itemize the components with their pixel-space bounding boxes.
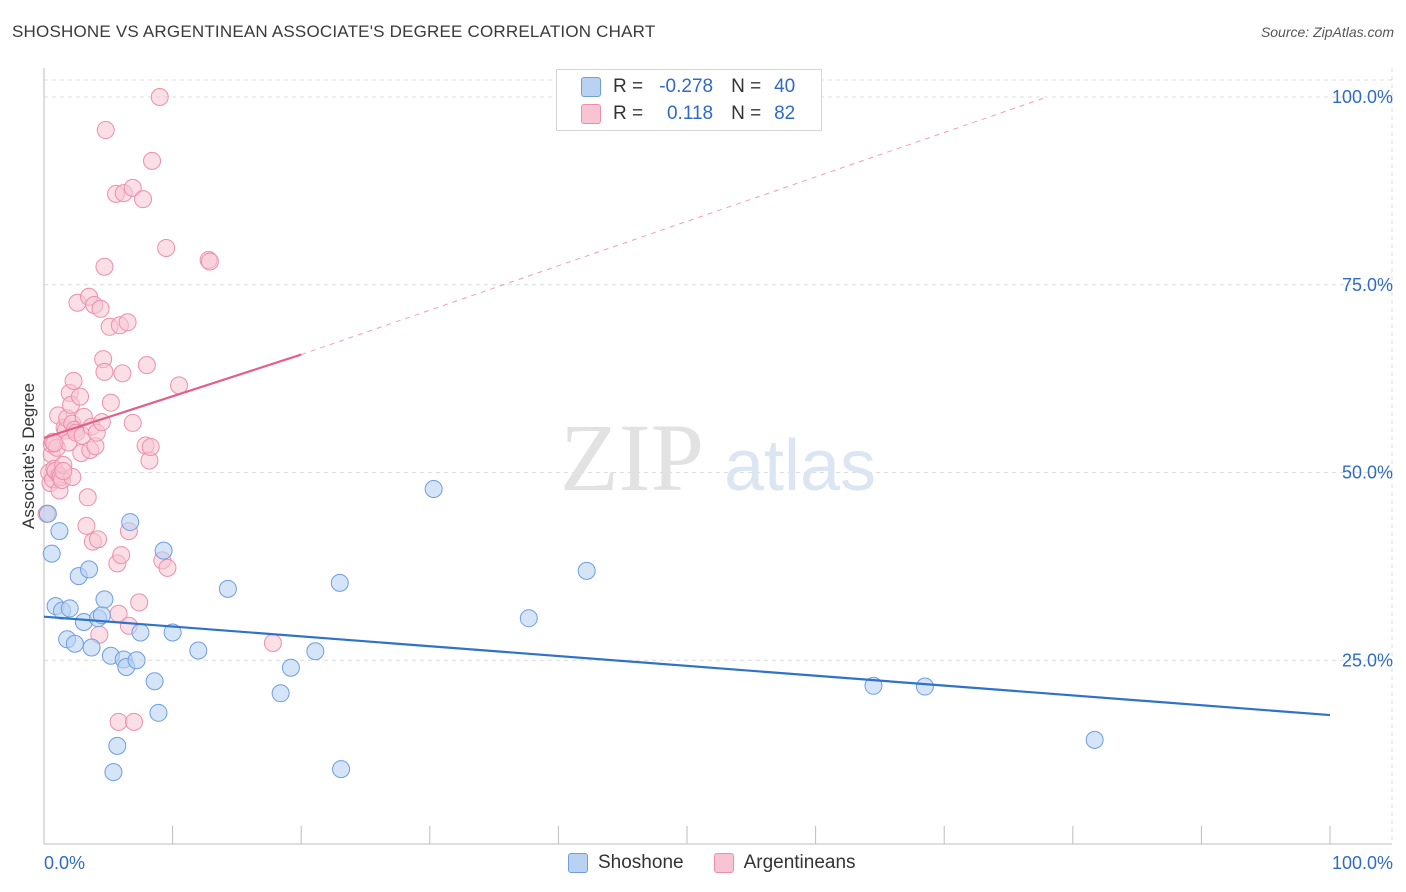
shoshone-point <box>519 609 538 628</box>
argentineans-point <box>96 121 115 140</box>
shoshone-point <box>149 703 168 722</box>
legend-row-argentineans: R = 0.118 N = 82 <box>581 101 795 127</box>
argentineans-legend-swatch <box>713 853 734 873</box>
r-label: R = <box>613 76 644 97</box>
argentineans-point <box>95 257 114 276</box>
y-tick-label: 50.0% <box>1342 463 1393 483</box>
shoshone-n-value: 40 <box>774 76 796 97</box>
shoshone-legend-swatch <box>568 853 588 873</box>
argentineans-point <box>200 252 219 271</box>
y-tick-label: 75.0% <box>1342 275 1393 295</box>
gridlines <box>44 68 1393 844</box>
shoshone-point <box>218 579 237 598</box>
argentineans-point <box>91 299 110 318</box>
shoshone-point <box>424 480 443 499</box>
argentineans-point <box>263 633 282 652</box>
argentineans-point <box>71 387 90 406</box>
axes <box>43 68 1392 845</box>
shoshone-point <box>306 642 325 661</box>
argentineans-point <box>54 461 73 480</box>
argentineans-points <box>37 88 282 731</box>
argentineans-point <box>118 313 137 332</box>
shoshone-swatch <box>581 77 601 97</box>
argentineans-point <box>143 151 162 170</box>
shoshone-point <box>95 590 114 609</box>
argentineans-point <box>141 437 160 456</box>
shoshone-point <box>108 736 127 755</box>
argentineans-legend-label: Argentineans <box>743 852 856 873</box>
y-tick-label: 25.0% <box>1342 650 1393 670</box>
shoshone-point <box>915 677 934 696</box>
argentineans-point <box>157 238 176 257</box>
y-tick-label: 100.0% <box>1332 87 1393 107</box>
legend-row-shoshone: R = -0.278 N = 40 <box>581 74 795 100</box>
watermark-atlas: atlas <box>724 426 876 506</box>
axis-labels: 25.0% 50.0% 75.0% 100.0% 0.0% 100.0% Associate… <box>19 87 1393 873</box>
argentineans-point <box>95 362 114 381</box>
argentineans-trend-line <box>43 353 302 440</box>
argentineans-point <box>78 488 97 507</box>
argentineans-point <box>77 516 96 535</box>
correlation-legend: R = -0.278 N = 40 R = 0.118 N = 82 <box>556 69 822 131</box>
argentineans-swatch <box>581 104 601 124</box>
watermark-zip: ZIP <box>560 404 704 511</box>
argentineans-point <box>113 364 132 383</box>
shoshone-point <box>38 504 57 523</box>
argentineans-point <box>158 558 177 577</box>
shoshone-points <box>38 480 1104 782</box>
argentineans-point <box>125 712 144 731</box>
n-label: N = <box>731 76 762 97</box>
shoshone-point <box>330 573 349 592</box>
shoshone-point <box>60 599 79 618</box>
shoshone-point <box>82 638 101 657</box>
watermark: ZIP atlas <box>560 404 876 511</box>
x-tick-label: 0.0% <box>44 853 85 873</box>
argentineans-trend-extension <box>301 96 1048 356</box>
argentineans-point <box>109 712 128 731</box>
shoshone-r-value: -0.278 <box>659 76 714 97</box>
shoshone-point <box>80 560 99 579</box>
series-legend: Shoshone Argentineans <box>568 852 856 874</box>
shoshone-trend-line <box>43 615 1331 717</box>
argentineans-point <box>123 178 142 197</box>
source-label: Source: ZipAtlas.com <box>1260 24 1394 40</box>
y-axis-title: Associate's Degree <box>19 383 38 529</box>
shoshone-point <box>50 522 69 541</box>
trend-lines <box>43 96 1331 717</box>
argentineans-point <box>134 190 153 209</box>
shoshone-point <box>42 544 61 563</box>
argentineans-point <box>137 356 156 375</box>
argentineans-point <box>101 393 120 412</box>
argentineans-point <box>130 593 149 612</box>
chart-title: SHOSHONE VS ARGENTINEAN ASSOCIATE'S DEGR… <box>12 22 656 41</box>
shoshone-point <box>121 513 140 532</box>
shoshone-point <box>127 651 146 670</box>
shoshone-point <box>1085 730 1104 749</box>
shoshone-point <box>154 541 173 560</box>
shoshone-point <box>281 658 300 677</box>
argentineans-point <box>123 413 142 432</box>
shoshone-point <box>145 672 164 691</box>
shoshone-point <box>163 623 182 642</box>
shoshone-point <box>577 561 596 580</box>
shoshone-point <box>104 763 123 782</box>
x-tick-label: 100.0% <box>1332 853 1393 873</box>
argentineans-n-value: 82 <box>774 103 796 124</box>
shoshone-point <box>65 634 84 653</box>
shoshone-point <box>271 684 290 703</box>
shoshone-point <box>332 760 351 779</box>
argentineans-point <box>112 546 131 565</box>
argentineans-r-value: 0.118 <box>666 103 714 124</box>
r-label: R = <box>613 103 644 124</box>
argentineans-point <box>89 530 108 549</box>
shoshone-point <box>189 641 208 660</box>
argentineans-point <box>150 88 169 106</box>
argentineans-point <box>64 371 83 390</box>
n-label: N = <box>731 103 762 124</box>
shoshone-point <box>131 623 150 642</box>
shoshone-legend-label: Shoshone <box>598 852 684 873</box>
